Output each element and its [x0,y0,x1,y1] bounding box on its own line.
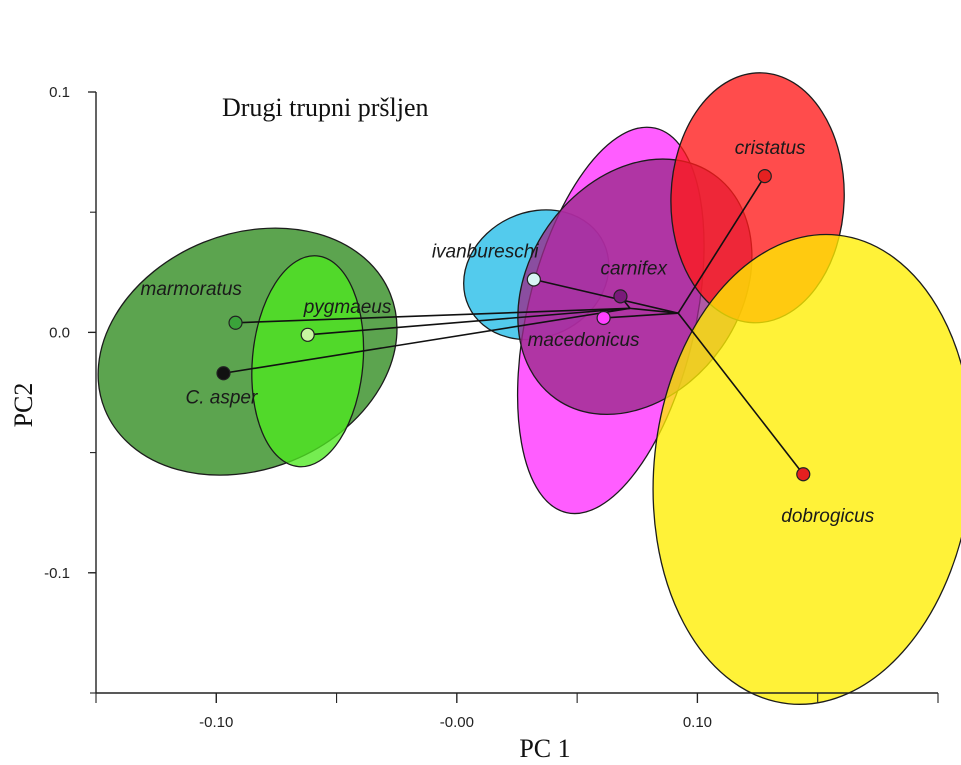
point-carnifex [613,289,628,304]
label-ivanbureschi: ivanbureschi [432,242,539,263]
point-cristatus [757,169,772,184]
label-marmoratus: marmoratus [141,279,243,300]
y-tick-label: -0.1 [44,565,70,582]
chart-title: Drugi trupni pršljen [222,93,429,122]
tree-edge [307,307,631,336]
ellipse-pygmaeus [251,255,365,468]
point-dobrogicus [796,467,811,482]
label-c-asper: C. asper [186,387,258,408]
y-tick-label: 0.0 [49,324,70,341]
x-axis-title: PC 1 [519,734,570,763]
point-ivanbureschi [526,272,541,287]
confidence-ellipses [97,72,961,705]
tree-edge [223,307,631,375]
x-tick-label: -0.10 [199,714,233,731]
point-macedonicus [596,310,611,326]
tree-edge [235,307,631,324]
y-tick-label: 0.1 [49,84,70,101]
tree-edge [533,278,679,314]
tree-lines [223,175,804,475]
x-tick-label: -0.00 [440,714,474,731]
y-axis-title: PC2 [9,383,38,428]
axes [95,92,938,694]
tree-edge [629,307,679,314]
label-carnifex: carnifex [600,258,668,279]
ellipse-dobrogicus [652,233,961,705]
point-c-asper [216,366,231,381]
tree-edge [677,175,766,314]
axis-ticks: -0.10 -0.00 0.10 -0.1 0.0 0.1 [44,84,939,731]
tree-edge [603,312,679,319]
label-macedonicus: macedonicus [528,330,640,351]
label-dobrogicus: dobrogicus [781,506,874,527]
point-pygmaeus [300,327,315,342]
data-points [216,169,811,482]
label-pygmaeus: pygmaeus [303,297,392,318]
point-labels: marmoratus pygmaeus C. asper ivanbureschi ca… [141,138,875,527]
x-tick-label: 0.10 [683,714,712,731]
point-marmoratus [228,315,243,330]
ellipse-marmoratus [97,227,398,476]
tree-edge [677,312,804,475]
label-cristatus: cristatus [735,138,806,159]
